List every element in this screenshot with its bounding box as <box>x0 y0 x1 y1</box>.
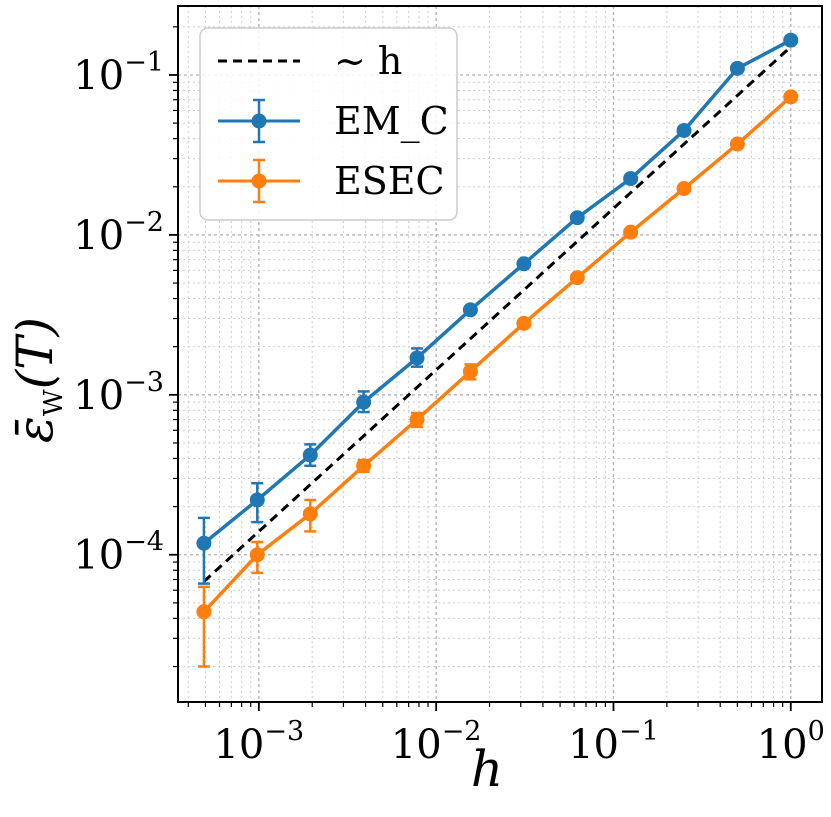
data-point <box>569 210 585 226</box>
data-point <box>676 181 692 197</box>
data-point <box>356 394 372 410</box>
y-tick-label-exponent: −4 <box>124 527 164 558</box>
y-tick-label: 10−1 <box>73 47 164 99</box>
x-tick-label-base: 10 <box>391 722 442 768</box>
legend-box <box>199 27 458 221</box>
data-point <box>356 458 372 474</box>
data-point <box>623 171 639 187</box>
data-point <box>729 60 745 76</box>
x-tick-label-base: 10 <box>568 722 619 768</box>
y-tick-label-base: 10 <box>73 53 124 99</box>
x-tick-label: 100 <box>757 716 825 768</box>
legend-emc-marker <box>251 113 267 129</box>
data-point <box>462 363 478 379</box>
data-point <box>249 547 265 563</box>
data-point <box>462 302 478 318</box>
grid <box>178 6 822 702</box>
reference-line <box>202 45 792 583</box>
y-axis-label-argument: (T) <box>6 317 64 389</box>
y-tick-label-exponent: −3 <box>124 367 164 398</box>
series-line <box>202 95 792 613</box>
y-axis-label: ε̄W(T) <box>6 317 69 443</box>
plot-area-frame <box>177 5 823 703</box>
y-tick-label: 10−4 <box>73 527 164 579</box>
data-point <box>302 447 318 463</box>
legend: ∼ h EM_C ESEC <box>199 27 458 221</box>
y-tick-label: 10−2 <box>73 207 164 259</box>
data-point <box>516 315 532 331</box>
series-line <box>202 38 792 545</box>
data-point <box>783 32 799 48</box>
y-tick-label-exponent: −1 <box>124 47 164 78</box>
data-point <box>729 136 745 152</box>
x-tick-label-exponent: −1 <box>619 716 659 747</box>
legend-esec-marker <box>251 173 267 189</box>
x-tick-label-exponent: −3 <box>264 716 304 747</box>
data-point <box>516 256 532 272</box>
legend-ref-label: ∼ h <box>334 39 402 83</box>
x-axis-label: h <box>471 740 503 798</box>
reference-line-group <box>202 45 792 583</box>
data-point <box>196 604 212 620</box>
legend-emc-label: EM_C <box>334 99 449 144</box>
data-point <box>783 89 799 105</box>
series-1 <box>196 89 799 668</box>
data-point <box>676 122 692 138</box>
legend-esec-label: ESEC <box>334 159 445 203</box>
data-point <box>623 224 639 240</box>
data-point <box>302 506 318 522</box>
x-tick-label: 10−3 <box>213 716 304 768</box>
x-tick-label-base: 10 <box>213 722 264 768</box>
y-axis-label-subscript: W <box>39 389 69 416</box>
y-tick-label-base: 10 <box>73 213 124 259</box>
y-tick-label-base: 10 <box>73 533 124 579</box>
x-tick-label-exponent: 0 <box>808 716 825 747</box>
series-0 <box>196 32 799 585</box>
data-point <box>569 270 585 286</box>
y-tick-label-base: 10 <box>73 373 124 419</box>
x-tick-label: 10−1 <box>568 716 659 768</box>
data-point <box>409 350 425 366</box>
data-point <box>409 412 425 428</box>
y-tick-label: 10−3 <box>73 367 164 419</box>
series-group <box>196 32 799 668</box>
y-tick-label-exponent: −2 <box>124 207 164 238</box>
y-axis-label-epsilon-bar: ε̄ <box>6 416 64 443</box>
x-tick-label-exponent: −2 <box>442 716 482 747</box>
x-tick-label-base: 10 <box>757 722 808 768</box>
data-point <box>249 492 265 508</box>
x-tick-label: 10−2 <box>391 716 482 768</box>
data-point <box>196 535 212 551</box>
